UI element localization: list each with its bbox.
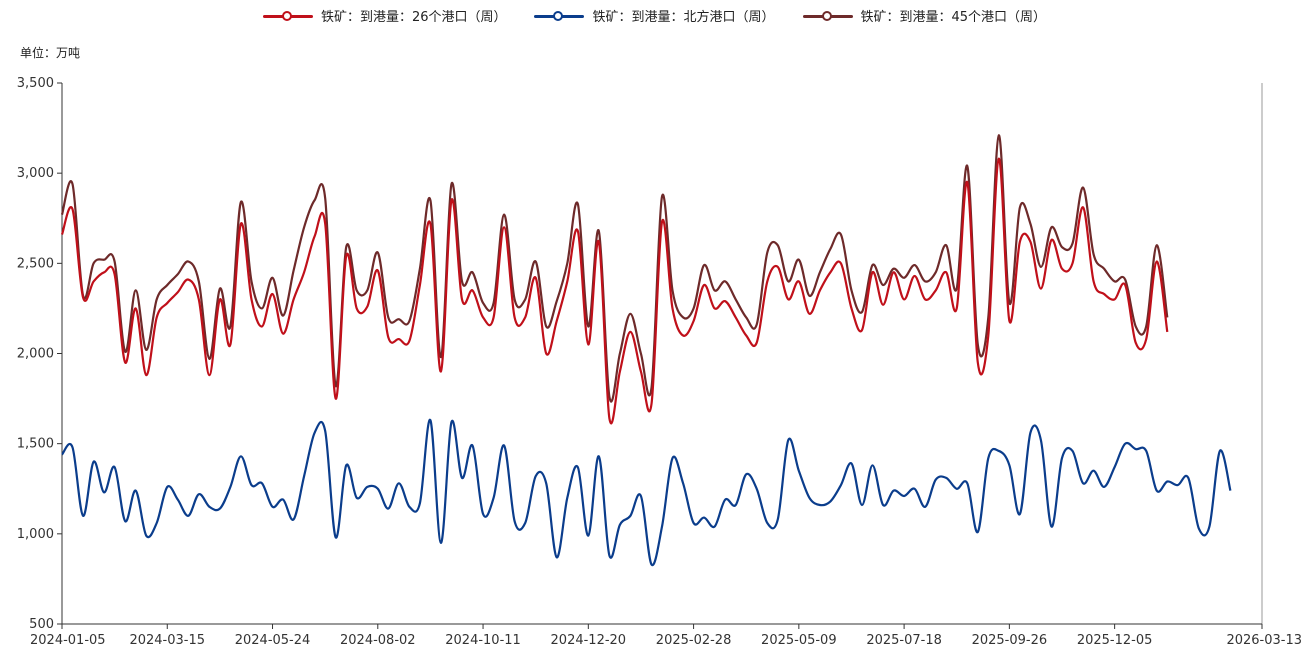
y-tick-label: 1,000 <box>17 527 54 542</box>
x-tick-label: 2024-03-15 <box>129 633 205 648</box>
x-tick-label: 2025-02-28 <box>656 633 732 648</box>
x-tick-label: 2024-08-02 <box>340 633 416 648</box>
legend-swatch-45-ports <box>802 9 853 23</box>
unit-label: 单位：万吨 <box>20 46 81 60</box>
legend-item-north-ports[interactable]: 铁矿：到港量：北方港口（周） <box>534 6 775 25</box>
x-axis: 2024-01-05 2024-03-15 2024-05-24 2024-08-02… <box>30 623 1302 648</box>
y-tick-label: 2,500 <box>17 256 54 271</box>
series-line-north-ports <box>61 419 1232 567</box>
legend-swatch-north-ports <box>534 9 585 23</box>
x-tick-label: 2024-05-24 <box>235 633 311 648</box>
legend-label-north-ports: 铁矿：到港量：北方港口（周） <box>592 10 775 25</box>
x-tick-label: 2025-09-26 <box>972 633 1048 648</box>
legend-swatch-26-ports <box>262 9 313 23</box>
series-line-26-ports <box>60 157 1169 425</box>
chart-lines <box>60 134 1232 567</box>
x-tick-label: 2024-12-20 <box>551 633 627 648</box>
y-axis: 500 1,000 1,500 2,000 2,500 3,000 3,500 <box>17 76 1263 632</box>
x-tick-label: 2025-12-05 <box>1077 633 1153 648</box>
x-tick-label: 2025-05-09 <box>761 633 837 648</box>
legend-item-45-ports[interactable]: 铁矿：到港量：45个港口（周） <box>802 6 1047 25</box>
y-tick-label: 2,000 <box>17 347 54 362</box>
legend: 铁矿：到港量：26个港口（周） 铁矿：到港量：北方港口（周） 铁矿：到港量：45… <box>0 6 1309 25</box>
x-tick-label: 2025-07-18 <box>866 633 942 648</box>
legend-label-26-ports: 铁矿：到港量：26个港口（周） <box>320 10 507 25</box>
x-tick-label: 2026-03-13 <box>1226 633 1302 648</box>
y-tick-label: 1,500 <box>17 437 54 452</box>
x-tick-label: 2024-01-05 <box>30 633 106 648</box>
legend-label-45-ports: 铁矿：到港量：45个港口（周） <box>860 10 1047 25</box>
y-tick-label: 500 <box>29 617 54 632</box>
y-tick-label: 3,000 <box>17 166 54 181</box>
legend-item-26-ports[interactable]: 铁矿：到港量：26个港口（周） <box>262 6 507 25</box>
x-tick-label: 2024-10-11 <box>445 633 521 648</box>
y-tick-label: 3,500 <box>17 76 54 91</box>
